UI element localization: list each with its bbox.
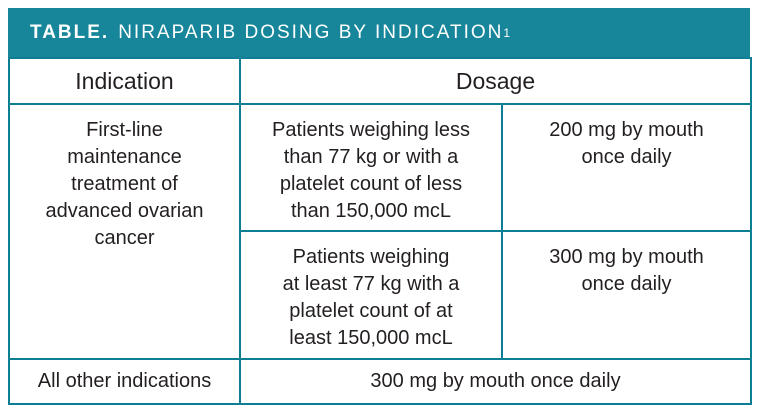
table-title-bar: TABLE. NIRAPARIB DOSING BY INDICATION 1 xyxy=(8,8,750,57)
criteria-cell-at-least-77kg: Patients weighing at least 77 kg with a … xyxy=(239,230,503,360)
column-header-row: Indication Dosage xyxy=(8,57,752,105)
table-row: All other indications 300 mg by mouth on… xyxy=(8,358,752,405)
table-row: First-line maintenance treatment of adva… xyxy=(8,103,752,360)
indication-cell-all-other: All other indications xyxy=(8,358,241,405)
table-label: TABLE. xyxy=(30,21,110,43)
dosage-cell-all-other: 300 mg by mouth once daily xyxy=(239,358,752,405)
table-row: Patients weighing at least 77 kg with a … xyxy=(9,230,752,360)
column-header-dosage: Dosage xyxy=(239,57,752,105)
dosing-table: Indication Dosage First-line maintenance… xyxy=(8,57,752,405)
column-header-indication: Indication xyxy=(8,57,241,105)
indication-cell-first-line: First-line maintenance treatment of adva… xyxy=(8,103,241,360)
niraparib-dosing-table: TABLE. NIRAPARIB DOSING BY INDICATION 1 I… xyxy=(8,8,752,405)
dosage-cell-300mg: 300 mg by mouth once daily xyxy=(501,230,752,360)
dosage-cell-200mg: 200 mg by mouth once daily xyxy=(501,103,752,232)
table-title-text: NIRAPARIB DOSING BY INDICATION xyxy=(118,21,504,43)
criteria-cell-under-77kg: Patients weighing less than 77 kg or wit… xyxy=(239,103,503,232)
